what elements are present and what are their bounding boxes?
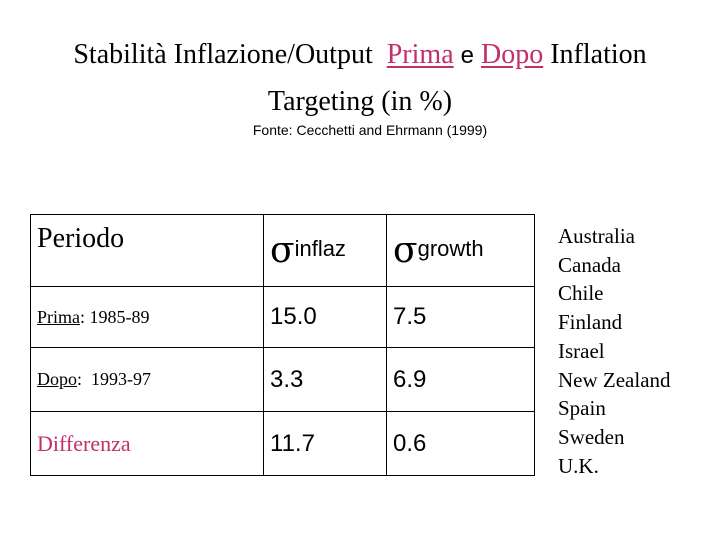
title-and: e [460, 42, 474, 69]
row-period: : 1993-97 [77, 369, 151, 389]
country-item: Finland [558, 310, 623, 335]
header-sigma-inflaz: σinflaz [263, 214, 387, 287]
country-item: Chile [558, 281, 604, 306]
sigma-sub-growth: growth [417, 236, 484, 261]
sigma-symbol: σ [393, 230, 418, 271]
sigma-symbol: σ [270, 230, 295, 271]
cell-inflaz: 11.7 [263, 411, 387, 476]
header-period: Periodo [30, 214, 264, 287]
country-item: Sweden [558, 424, 625, 449]
country-item: New Zealand [558, 367, 671, 392]
country-list: Australia Canada Chile Finland Israel Ne… [558, 222, 671, 480]
title-dopo: Dopo [480, 39, 544, 70]
country-item: Canada [558, 252, 621, 277]
table-header-row: Periodo σinflaz σgrowth [30, 214, 535, 287]
cell-growth: 6.9 [386, 347, 535, 412]
sigma-sub-inflaz: inflaz [294, 236, 346, 261]
cell-inflaz: 3.3 [263, 347, 387, 412]
slide-title: Stabilità Inflazione/Output Prima e Dopo… [0, 32, 720, 125]
row-label-difference: Differenza [30, 411, 264, 476]
cell-growth: 7.5 [386, 286, 535, 348]
title-prima: Prima [386, 39, 454, 70]
source-note: Fonte: Cecchetti and Ehrmann (1999) [252, 122, 488, 138]
cell-inflaz: 15.0 [263, 286, 387, 348]
country-item: U.K. [558, 453, 599, 478]
table-row: Dopo: 1993-97 3.3 6.9 [30, 347, 535, 412]
cell-growth: 0.6 [386, 411, 535, 476]
title-part1: Stabilità Inflazione/Output [73, 39, 373, 70]
row-prefix: Dopo [37, 369, 77, 389]
row-label: Dopo: 1993-97 [30, 347, 264, 412]
row-label: Prima: 1985-89 [30, 286, 264, 348]
title-line-1: Stabilità Inflazione/Output Prima e Dopo… [0, 32, 720, 79]
stability-table: Periodo σinflaz σgrowth Prima: 1985-89 1… [30, 214, 535, 476]
table-row: Prima: 1985-89 15.0 7.5 [30, 286, 535, 348]
country-item: Spain [558, 396, 606, 421]
country-item: Israel [558, 338, 605, 363]
row-period: : 1985-89 [80, 306, 150, 327]
header-sigma-growth: σgrowth [386, 214, 535, 287]
title-line-2: Targeting (in %) [267, 86, 453, 117]
title-part2: Inflation [550, 39, 647, 70]
table-row: Differenza 11.7 0.6 [30, 411, 535, 476]
row-prefix: Prima [37, 306, 80, 327]
country-item: Australia [558, 224, 635, 248]
